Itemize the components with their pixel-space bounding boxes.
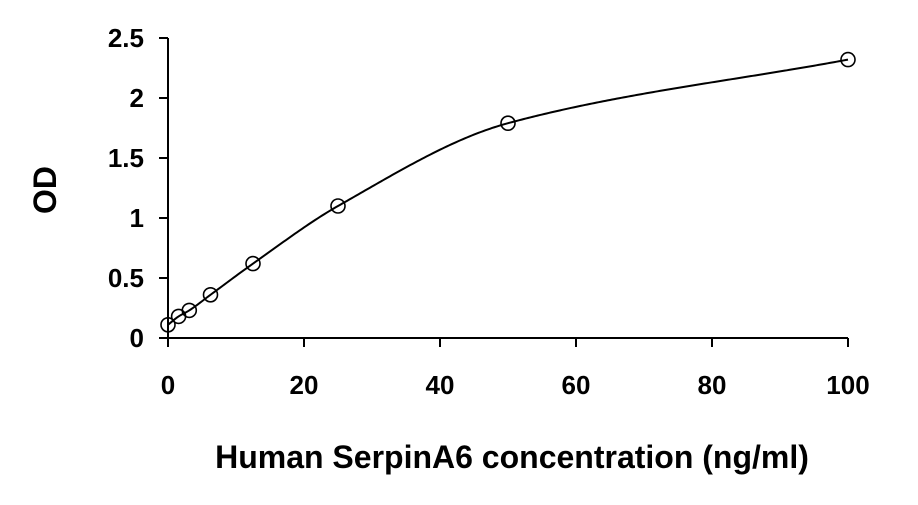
x-axis-title: Human SerpinA6 concentration (ng/ml) <box>215 439 809 475</box>
y-axis-ticks: 0 0.5 1 1.5 2 2.5 <box>108 23 168 353</box>
data-point <box>500 115 516 131</box>
data-point <box>181 302 198 319</box>
x-axis-ticks: 0 20 40 60 80 100 <box>161 338 870 400</box>
fitted-curve <box>167 58 849 326</box>
x-tick-label: 100 <box>826 370 869 400</box>
data-points <box>160 51 856 333</box>
data-point <box>160 316 176 333</box>
data-point <box>245 255 261 272</box>
data-point <box>202 286 219 303</box>
y-tick-label: 0 <box>130 323 144 353</box>
y-tick-label: 2.5 <box>108 23 144 53</box>
y-axis-title: OD <box>27 166 63 214</box>
y-tick-label: 2 <box>130 83 144 113</box>
x-tick-label: 20 <box>290 370 319 400</box>
y-tick-label: 1 <box>130 203 144 233</box>
y-tick-label: 1.5 <box>108 143 144 173</box>
data-point <box>330 198 346 214</box>
x-tick-label: 60 <box>562 370 591 400</box>
x-tick-label: 40 <box>426 370 455 400</box>
x-tick-label: 80 <box>698 370 727 400</box>
y-tick-label: 0.5 <box>108 263 144 293</box>
x-tick-label: 0 <box>161 370 175 400</box>
data-point <box>840 51 856 68</box>
